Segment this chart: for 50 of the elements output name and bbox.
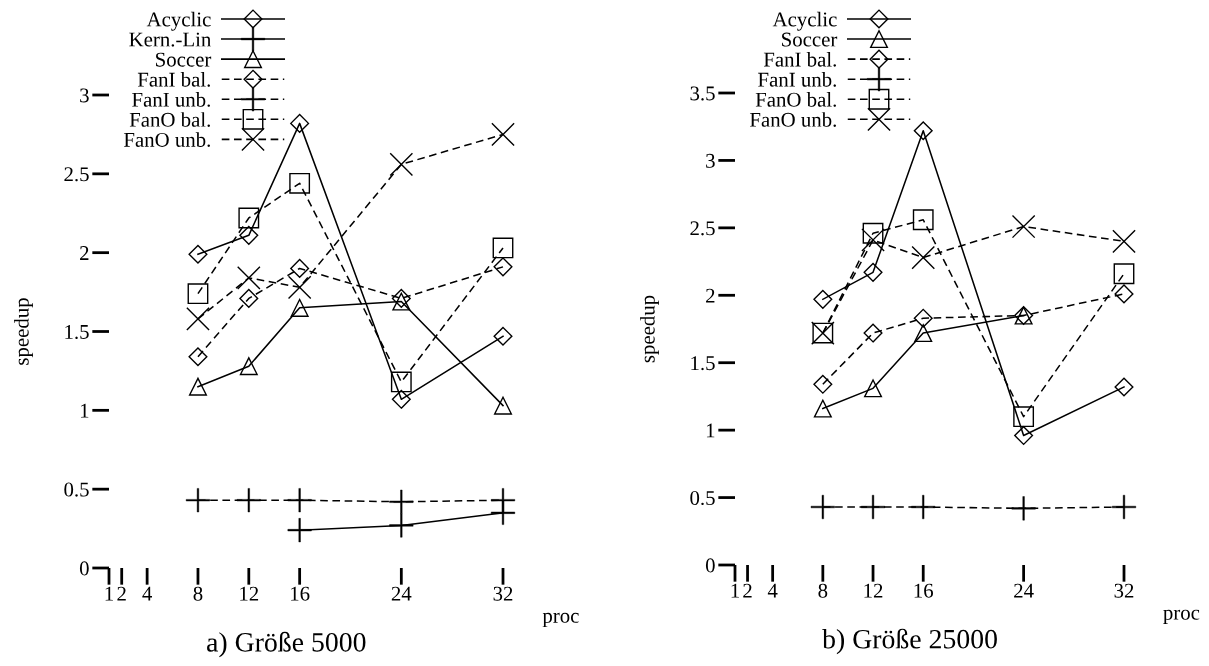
legend-label: FanO bal. [755, 92, 836, 107]
x-tick-label: 12 [240, 586, 259, 601]
x-tick-label: 2 [743, 583, 752, 598]
x-tick-label: 24 [391, 586, 412, 601]
y-tick-label: 3 [706, 153, 715, 168]
legend-label: Soccer [782, 32, 838, 47]
y-tick-label: 2.5 [690, 221, 715, 236]
legend-label: FanI unb. [758, 72, 836, 87]
text: a) Größe 5000 [207, 631, 366, 658]
text: b) Größe 25000 [822, 628, 997, 655]
x-tick-label: 32 [1114, 583, 1134, 598]
y-tick-label: 3 [80, 88, 89, 103]
x-tick-label: 8 [193, 586, 203, 601]
legend-label: Acyclic [146, 11, 211, 31]
y-tick-label: 1 [706, 423, 715, 438]
y-axis-title: speedup [14, 298, 33, 365]
x-tick-label: 8 [818, 583, 828, 598]
x-tick-label: 32 [493, 586, 513, 601]
x-tick-label: 1 [731, 583, 739, 598]
y-tick-label: 0.5 [690, 490, 715, 506]
legend-label: FanO unb. [123, 132, 210, 147]
y-axis-title: speedup [640, 295, 659, 363]
y-tick-label: 0 [79, 561, 89, 576]
x-tick-label: 4 [767, 583, 778, 598]
legend-label: Acyclic [772, 11, 837, 31]
y-tick-label: 0 [705, 558, 715, 573]
x-tick-label: 2 [117, 586, 126, 601]
x-tick-label: 16 [914, 583, 934, 598]
x-tick-label: 24 [1014, 583, 1034, 598]
x-axis-title: proc [542, 612, 579, 628]
y-tick-label: 3.5 [690, 86, 715, 101]
legend-label: FanI bal. [763, 51, 836, 67]
legend-label: FanI bal. [137, 72, 210, 87]
x-tick-label: 4 [142, 586, 153, 601]
x-tick-label: 16 [291, 586, 310, 601]
legend-label: FanO unb. [749, 112, 836, 127]
y-tick-label: 2 [80, 246, 89, 260]
x-tick-label: 1 [105, 586, 113, 601]
legend-label: FanI unb. [132, 92, 210, 107]
legend-label: FanO bal. [129, 112, 210, 127]
legend-label: Kern.-Lin [129, 32, 212, 47]
x-tick-label: 12 [864, 583, 883, 598]
y-tick-label: 1 [80, 403, 89, 418]
y-tick-label: 0.5 [64, 482, 89, 497]
y-tick-label: 2 [706, 288, 715, 303]
legend-label: Soccer [156, 52, 212, 67]
y-tick-label: 1.5 [65, 324, 89, 340]
y-tick-label: 2.5 [64, 167, 89, 182]
y-tick-label: 1.5 [691, 356, 715, 371]
x-axis-title: proc [1163, 609, 1200, 625]
